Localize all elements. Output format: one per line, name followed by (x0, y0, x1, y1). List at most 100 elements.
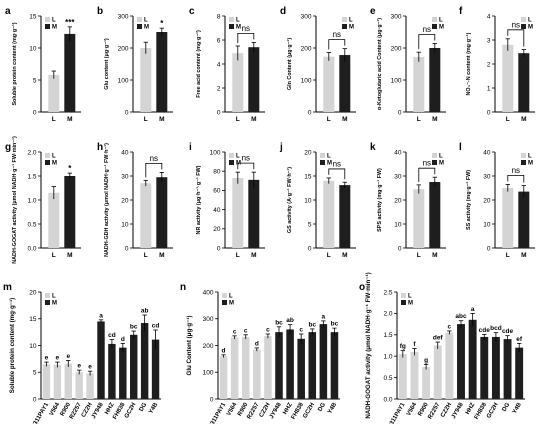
ns-bracket (507, 29, 525, 47)
y-tick-label: 6 (217, 37, 221, 44)
y-tick-label: 10 (29, 45, 37, 52)
y-tick-label: 200 (301, 45, 312, 52)
y-tick-label: 0 (398, 109, 402, 116)
x-tick-label: L (52, 252, 56, 259)
x-tick-label: DG (502, 402, 512, 413)
bar (398, 354, 407, 399)
significance-letter: e (66, 353, 70, 360)
bar (308, 332, 317, 399)
significance-letter: cd (152, 322, 160, 329)
bar (502, 44, 514, 112)
legend-swatch-M (137, 24, 142, 29)
ns-label: ns (512, 20, 520, 29)
y-tick-label: 0.5 (27, 221, 36, 228)
x-tick-label: M (251, 116, 256, 123)
significance-letter: abc (455, 313, 467, 320)
panel-letter: h (97, 142, 103, 153)
x-tick-label: L (327, 116, 331, 123)
y-tick-label: 10 (483, 221, 491, 228)
x-tick-label: HHZ (282, 402, 294, 416)
y-axis-label: α-Ketoglutaric acid Content (μg·g⁻¹) (377, 18, 383, 110)
panel-letter: g (5, 142, 11, 153)
bar (339, 185, 351, 248)
legend-label-M: M (439, 25, 444, 31)
ns-bracket (328, 168, 346, 180)
significance-letter: ab (141, 308, 149, 315)
ns-bracket (507, 175, 525, 183)
x-tick-label: M (521, 252, 526, 259)
legend-label-L: L (144, 18, 148, 24)
x-tick-label: R2257 (427, 401, 441, 420)
y-tick-label: 0.5 (383, 375, 392, 382)
panel-n: n Glu Content (μg·g⁻¹) 0 100 200 300 400 9311PA… (180, 282, 340, 424)
x-tick-label: Y4B (512, 401, 523, 415)
panel-letter: o (359, 282, 365, 293)
y-axis-label: NADH-GOGAT activity (μmol NADH·g⁻¹ FW·mi… (365, 272, 372, 418)
y-tick-label: 40 (213, 207, 221, 214)
x-tick-label: M (342, 252, 347, 259)
y-tick-label: 0 (125, 245, 129, 252)
x-tick-label: M (432, 252, 437, 259)
y-tick-label: 20 (304, 149, 312, 156)
significance-letter: bcd (490, 325, 502, 332)
y-tick-label: 100 (203, 370, 214, 377)
bar (156, 177, 168, 248)
y-tick-label: 0 (308, 245, 312, 252)
legend-swatch-L (521, 17, 526, 22)
y-tick-label: 1.0 (27, 197, 36, 204)
significance-letter: bc (308, 321, 316, 328)
legend-swatch-M (45, 160, 50, 165)
y-tick-label: 0 (487, 245, 491, 252)
bar (433, 345, 442, 399)
legend-label-M: M (144, 25, 149, 31)
legend-label-M: M (439, 161, 444, 167)
bar (518, 191, 530, 248)
bar (339, 55, 351, 112)
y-tick-label: 80 (213, 169, 221, 176)
x-tick-label: L (417, 252, 421, 259)
significance-letter: c (448, 323, 452, 330)
significance-letter: e (56, 355, 60, 362)
bar (502, 188, 514, 248)
y-tick-label: 5 (33, 77, 37, 84)
y-axis-label: GS activity (A·g⁻¹ FW·h⁻¹) (287, 167, 293, 233)
legend-swatch-M (432, 24, 437, 29)
y-tick-label: 20 (394, 197, 402, 204)
y-axis-label: Soluble protein content (mg·g⁻¹) (12, 22, 18, 105)
legend-swatch-L (137, 17, 142, 22)
ns-bracket (328, 39, 346, 50)
x-tick-label: M (521, 116, 526, 123)
bar (413, 189, 425, 248)
ns-bracket (145, 163, 163, 178)
significance-letter: a (322, 313, 326, 320)
bar (97, 321, 105, 399)
legend-swatch-M (432, 160, 437, 165)
legend-label-M: M (52, 25, 57, 31)
x-tick-label: L (236, 252, 240, 259)
bar (140, 323, 149, 399)
bar (232, 177, 244, 248)
x-tick-label: 9311PAY1 (208, 401, 227, 424)
y-tick-label: 2 (217, 85, 221, 92)
x-tick-label: DG (139, 402, 149, 413)
x-tick-label: L (52, 116, 56, 123)
bar (323, 180, 335, 248)
significance-letter: def (433, 335, 444, 342)
x-tick-label: JY948 (451, 401, 465, 420)
bar (429, 182, 441, 248)
y-axis-label: SS activity (mg·g⁻¹ FW) (466, 170, 472, 230)
legend-label-M: M (528, 161, 533, 167)
x-tick-label: L (327, 252, 331, 259)
bar (64, 33, 76, 112)
y-tick-label: 30 (121, 173, 129, 180)
y-tick-label: 8 (217, 13, 221, 20)
bar (151, 339, 160, 399)
bar (515, 347, 524, 399)
legend-label-M: M (528, 25, 533, 31)
panel-g: g NADH-GOGAT activity (μmol NADH·g⁻¹ FW·m… (5, 136, 81, 264)
bar (241, 336, 250, 399)
x-tick-label: HHZ (465, 402, 477, 416)
